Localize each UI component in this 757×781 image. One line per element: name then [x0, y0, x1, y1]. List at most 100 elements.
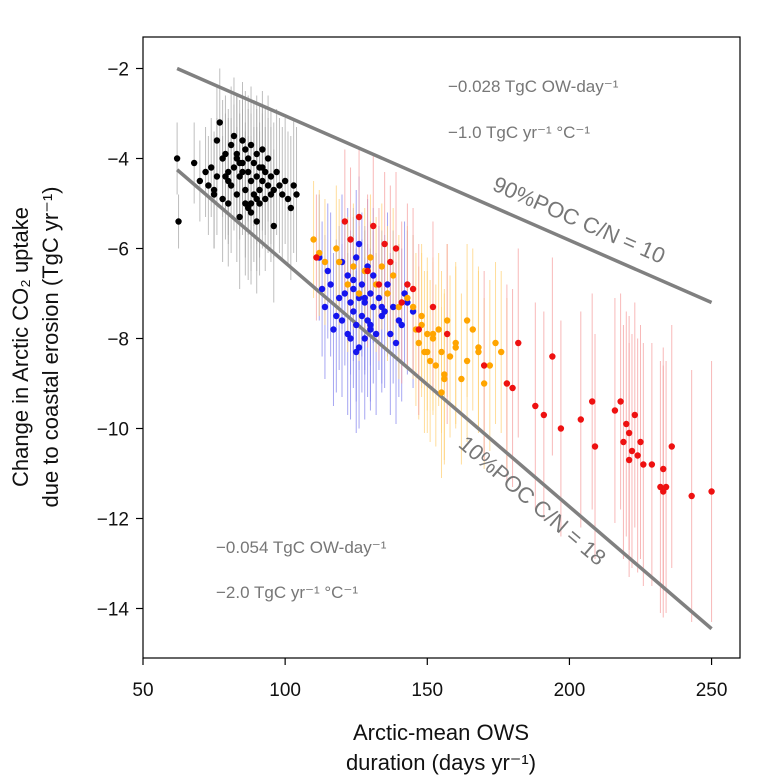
black-data-point: [253, 218, 260, 225]
red-data-point: [625, 456, 633, 464]
blue-data-point: [361, 294, 368, 302]
blue-data-point: [321, 303, 329, 311]
red-data-point: [631, 411, 639, 419]
black-data-point: [259, 177, 266, 185]
orange-data-point: [378, 263, 385, 270]
orange-data-point: [415, 339, 422, 347]
orange-data-point: [438, 389, 445, 396]
blue-data-point: [335, 294, 343, 302]
blue-data-point: [387, 330, 394, 338]
x-tick-label: 100: [269, 680, 301, 701]
upper-sensitivity-label: −1.0 TgC yr⁻¹ °C⁻¹: [448, 123, 590, 142]
black-data-point: [284, 195, 292, 203]
orange-data-point: [475, 348, 482, 356]
black-data-point: [242, 146, 249, 153]
black-data-point: [205, 182, 212, 189]
red-data-point: [509, 384, 516, 392]
black-data-point: [259, 146, 266, 153]
orange-data-point: [335, 258, 343, 266]
black-data-point: [230, 164, 238, 171]
orange-data-point: [432, 362, 440, 369]
blue-data-point: [367, 321, 374, 329]
blue-data-point: [355, 294, 363, 302]
red-data-point: [708, 488, 715, 495]
y-tick-label: −10: [97, 420, 129, 441]
y-axis-title-line1: Change in Arctic CO₂ uptake: [8, 207, 33, 487]
black-data-point: [233, 191, 241, 198]
orange-data-point: [404, 294, 411, 302]
orange-data-point: [429, 330, 437, 338]
black-data-point: [213, 137, 221, 144]
lower-slope-label: −0.054 TgC OW-day⁻¹: [216, 538, 387, 557]
upper-boundary-line: [176, 66, 713, 305]
x-tick-label: 250: [696, 680, 728, 701]
black-data-point: [239, 137, 246, 144]
blue-data-point: [344, 272, 351, 279]
black-data-point: [213, 173, 221, 180]
red-data-point: [347, 236, 354, 243]
red-data-point: [623, 420, 630, 428]
blue-data-point: [347, 299, 354, 306]
red-data-point: [503, 380, 511, 387]
black-data-point: [270, 222, 277, 230]
black-data-point: [247, 200, 255, 207]
red-data-point: [415, 326, 422, 333]
orange-data-point: [486, 362, 494, 369]
red-data-point: [429, 303, 437, 311]
orange-data-point: [355, 290, 363, 297]
black-data-point: [253, 150, 260, 158]
blue-data-point: [367, 290, 374, 297]
black-data-point: [293, 191, 300, 198]
blue-data-point: [350, 276, 357, 284]
orange-data-point: [475, 344, 482, 351]
black-data-point: [239, 168, 246, 176]
black-data-point: [247, 177, 255, 185]
black-data-point: [202, 168, 209, 176]
black-data-point: [236, 159, 243, 167]
red-data-point: [387, 258, 394, 266]
red-data-point: [409, 285, 417, 293]
blue-data-point: [327, 281, 334, 288]
black-data-point: [222, 150, 229, 158]
blue-data-point: [361, 299, 368, 306]
red-data-point: [364, 267, 371, 275]
x-tick-label: 200: [554, 680, 586, 701]
orange-data-point: [350, 263, 357, 270]
upper-line-label: 90%POC C/N = 10: [489, 171, 669, 268]
red-data-point: [591, 443, 599, 450]
blue-data-point: [378, 303, 385, 311]
orange-data-point: [463, 357, 471, 365]
blue-data-point: [355, 240, 363, 248]
black-data-point: [173, 155, 181, 162]
black-data-point: [210, 186, 218, 194]
blue-data-point: [404, 299, 411, 306]
orange-data-point: [384, 290, 391, 297]
black-data-point: [210, 191, 218, 198]
red-data-point: [588, 398, 596, 405]
x-axis-title-line1: Arctic-mean OWS: [353, 720, 529, 745]
red-data-point: [648, 461, 656, 468]
orange-data-point: [418, 312, 425, 320]
y-tick-label: −6: [107, 240, 129, 261]
y-tick-label: −12: [97, 510, 129, 531]
boundary-lines-layer: [175, 66, 713, 631]
blue-data-point: [324, 267, 331, 275]
black-data-point: [287, 204, 295, 212]
y-tick-label: −2: [107, 60, 129, 81]
orange-data-point: [438, 348, 445, 356]
y-tick-label: −8: [107, 330, 129, 351]
red-data-point: [620, 438, 627, 446]
black-data-point: [242, 186, 249, 194]
upper-slope-label: −0.028 TgC OW-day⁻¹: [448, 77, 619, 96]
black-data-point: [267, 191, 275, 198]
axis-ticks-layer: 50 100 150 200 250 −2 −4 −6 −8 −10 −12 −14: [97, 60, 728, 702]
y-axis-title-line2: due to coastal erosion (TgC yr⁻¹): [38, 187, 63, 508]
black-data-point: [264, 155, 272, 162]
black-data-point: [244, 155, 252, 162]
red-data-point: [443, 330, 451, 338]
lower-boundary-line: [175, 168, 713, 631]
black-data-point: [262, 195, 269, 203]
orange-data-point: [458, 375, 465, 383]
red-data-point: [628, 447, 636, 455]
black-data-point: [219, 195, 226, 203]
